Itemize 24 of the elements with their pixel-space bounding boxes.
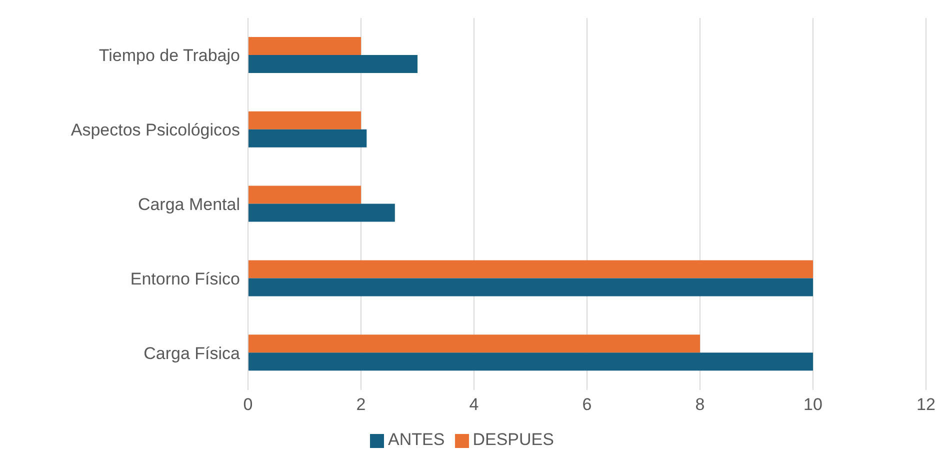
x-tick-label: 0: [243, 395, 253, 414]
bar: [248, 186, 361, 204]
y-tick-label: Carga Física: [144, 344, 241, 363]
bar: [248, 111, 361, 130]
bar: [248, 260, 813, 278]
y-tick-label: Entorno Físico: [130, 269, 240, 288]
bar: [248, 352, 813, 371]
x-tick-label: 12: [916, 395, 936, 414]
x-tick-label: 8: [695, 395, 705, 414]
x-tick-label: 10: [804, 395, 822, 414]
y-tick-label: Aspectos Psicológicos: [70, 120, 240, 140]
bar: [248, 55, 418, 73]
bar: [248, 334, 700, 353]
y-tick-label: Tiempo de Trabajo: [98, 46, 240, 66]
x-tick-label: 2: [356, 395, 366, 414]
x-tick-label: 4: [469, 395, 479, 414]
legend-label: ANTES: [388, 430, 445, 449]
legend-label: DESPUES: [472, 430, 554, 449]
bar: [248, 37, 361, 55]
bar: [248, 278, 813, 296]
bar: [248, 129, 367, 148]
x-tick-label: 6: [582, 395, 592, 414]
y-tick-label: Carga Mental: [138, 195, 240, 214]
bar: [248, 204, 395, 222]
